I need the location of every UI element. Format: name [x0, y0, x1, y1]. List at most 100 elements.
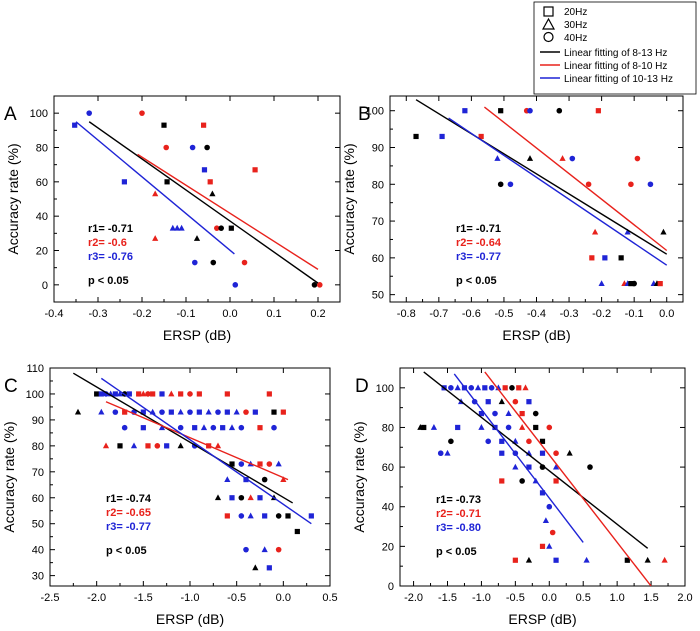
data-point-circle — [192, 259, 198, 266]
data-point-triangle — [178, 224, 185, 231]
data-point-circle — [505, 424, 512, 431]
data-point-circle — [519, 478, 525, 484]
data-point-square — [512, 557, 518, 563]
data-point-triangle — [152, 190, 159, 197]
data-point-triangle — [559, 155, 566, 161]
x-tick-label: 0.5 — [576, 592, 591, 604]
data-point-triangle — [495, 384, 502, 391]
x-axis-title: ERSP (dB) — [156, 611, 224, 627]
y-tick-label: 80 — [32, 441, 44, 453]
data-point-square — [228, 225, 234, 231]
data-point-circle — [163, 144, 169, 151]
data-point-square — [224, 513, 230, 519]
legend-label-fit-8-10: Linear fitting of 8-10 Hz — [564, 61, 667, 72]
legend-triangle-icon — [541, 17, 556, 30]
data-point-circle — [647, 181, 654, 188]
data-point-square — [526, 399, 532, 405]
data-point-square — [178, 391, 184, 397]
y-tick-label: 40 — [382, 502, 394, 514]
data-point-square — [207, 179, 213, 185]
y-axis-title: Accuracy rate (%) — [351, 421, 367, 532]
data-point-circle — [243, 409, 249, 415]
data-point-triangle — [526, 155, 534, 161]
x-tick-label: 0.1 — [266, 308, 281, 320]
fit-line — [88, 121, 319, 284]
data-point-square — [498, 108, 504, 114]
y-tick-label: 80 — [36, 143, 48, 155]
data-point-circle — [210, 424, 217, 431]
x-tick-label: -0.5 — [227, 592, 246, 604]
y-tick-label: 90 — [32, 415, 44, 427]
data-point-circle — [311, 282, 318, 288]
y-tick-label: 60 — [36, 177, 48, 189]
data-point-circle — [485, 438, 492, 445]
x-tick-label: -1.5 — [134, 592, 153, 604]
data-point-triangle — [598, 280, 605, 287]
data-point-circle — [210, 259, 217, 266]
plot-frame — [389, 95, 684, 303]
correlation-label: r3= -0.76 — [88, 251, 133, 263]
data-point-circle — [492, 410, 498, 417]
x-tick-label: -2.0 — [404, 592, 423, 604]
data-point-triangle — [660, 228, 667, 235]
data-point-circle — [214, 225, 220, 231]
data-point-circle — [628, 181, 634, 188]
data-point-circle — [241, 259, 248, 266]
correlation-label: r3= -0.77 — [106, 521, 151, 533]
p-value-label: p < 0.05 — [456, 275, 497, 287]
y-tick-label: 60 — [32, 493, 44, 505]
correlation-label: r3= -0.77 — [456, 251, 501, 263]
data-point-square — [308, 513, 314, 519]
data-point-triangle — [644, 556, 651, 563]
data-point-circle — [532, 410, 539, 417]
data-point-triangle — [74, 408, 82, 415]
data-point-circle — [121, 424, 128, 431]
x-tick-label: -0.6 — [462, 308, 481, 320]
x-tick-label: -2.0 — [87, 592, 106, 604]
y-axis-title: Accuracy rate (%) — [341, 143, 357, 254]
data-point-circle — [549, 529, 556, 536]
data-point-triangle — [214, 494, 222, 501]
legend-circle-icon — [543, 31, 554, 43]
data-point-triangle — [116, 390, 124, 397]
data-point-triangle — [592, 228, 599, 235]
y-tick-label: 20 — [36, 246, 48, 258]
fit-line — [484, 371, 652, 586]
data-point-circle — [437, 450, 444, 457]
y-tick-label: 70 — [32, 467, 44, 479]
y-tick-label: 60 — [372, 253, 384, 265]
data-point-square — [252, 167, 258, 173]
x-tick-label: -0.4 — [45, 308, 64, 320]
panel-label: C — [4, 376, 18, 397]
data-point-circle — [238, 424, 245, 431]
fit-line — [483, 106, 668, 252]
data-point-circle — [546, 424, 553, 431]
data-point-triangle — [542, 517, 549, 523]
data-point-square — [266, 565, 272, 571]
x-tick-label: 0.2 — [310, 308, 325, 320]
data-point-triangle — [454, 384, 461, 391]
p-value-label: p < 0.05 — [436, 546, 477, 558]
data-point-square — [145, 443, 151, 449]
panel-c: C -2.5 -2.0 -1.5 -1.0 -0.5 0.0 0.5 30 40 50 60 70 80 9… — [1, 363, 338, 627]
data-point-square — [122, 409, 128, 415]
x-axis-title: ERSP (dB) — [502, 327, 570, 343]
fit-line — [100, 377, 312, 525]
data-point-triangle — [174, 224, 181, 231]
data-point-square — [98, 391, 104, 397]
data-point-square — [257, 425, 263, 431]
x-tick-label: -0.1 — [625, 308, 644, 320]
data-point-square — [140, 409, 146, 415]
fit-line — [105, 401, 289, 481]
data-point-triangle — [275, 460, 282, 467]
data-point-square — [516, 385, 522, 391]
data-point-square — [121, 179, 127, 185]
data-point-triangle — [661, 556, 668, 563]
panel-b: B -0.8 -0.7 -0.6 -0.5 -0.4 -0.3 -0.2 -0.1 0.0 50 60… — [341, 95, 684, 343]
data-point-circle — [275, 513, 282, 519]
data-point-circle — [448, 438, 454, 445]
y-tick-label: 60 — [382, 462, 394, 474]
data-point-triangle — [546, 542, 553, 549]
data-point-triangle — [177, 408, 184, 415]
data-point-circle — [238, 494, 245, 501]
